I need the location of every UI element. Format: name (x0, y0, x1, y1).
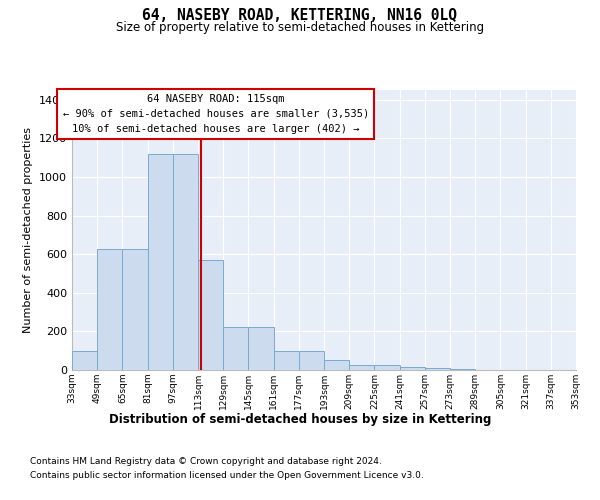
Y-axis label: Number of semi-detached properties: Number of semi-detached properties (23, 127, 34, 333)
Bar (425, 368, 450, 370)
Text: 64, NASEBY ROAD, KETTERING, NN16 0LQ: 64, NASEBY ROAD, KETTERING, NN16 0LQ (143, 8, 458, 22)
Text: 64 NASEBY ROAD: 115sqm
← 90% of semi-detached houses are smaller (3,535)
10% of : 64 NASEBY ROAD: 115sqm ← 90% of semi-det… (62, 94, 369, 134)
Bar (122, 250, 148, 370)
Bar (324, 360, 349, 370)
Bar (400, 366, 425, 370)
Bar (97, 250, 122, 370)
Bar (374, 364, 400, 370)
Bar (148, 154, 173, 370)
Bar (72, 350, 97, 370)
Text: Contains public sector information licensed under the Open Government Licence v3: Contains public sector information licen… (30, 472, 424, 480)
Bar (248, 326, 274, 370)
Bar (173, 154, 198, 370)
Text: Size of property relative to semi-detached houses in Kettering: Size of property relative to semi-detach… (116, 21, 484, 34)
Bar (299, 350, 324, 370)
Text: Contains HM Land Registry data © Crown copyright and database right 2024.: Contains HM Land Registry data © Crown c… (30, 458, 382, 466)
Bar (349, 364, 374, 370)
Bar (198, 260, 223, 370)
Bar (274, 350, 299, 370)
Bar (450, 369, 475, 370)
Text: Distribution of semi-detached houses by size in Kettering: Distribution of semi-detached houses by … (109, 412, 491, 426)
Bar (223, 326, 248, 370)
